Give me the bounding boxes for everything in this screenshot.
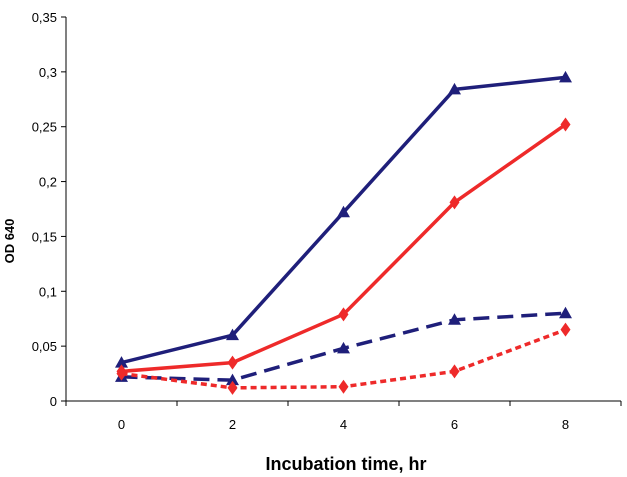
- data-point: [226, 328, 239, 341]
- series-line-2: [121, 123, 567, 374]
- y-tick-label: 0,15: [32, 229, 57, 244]
- x-tick-label: 8: [562, 417, 569, 432]
- data-point: [449, 364, 460, 379]
- data-point: [116, 366, 127, 381]
- y-tick-label: 0,35: [32, 10, 57, 25]
- data-point: [448, 313, 461, 325]
- series-line-4: [121, 328, 567, 390]
- y-tick-label: 0: [50, 394, 57, 409]
- data-point: [338, 379, 349, 394]
- data-point: [337, 205, 350, 218]
- y-tick-label: 0,3: [39, 65, 57, 80]
- x-axis-title: Incubation time, hr: [265, 454, 426, 474]
- x-tick-label: 2: [229, 417, 236, 432]
- data-point: [337, 341, 350, 354]
- x-tick-label: 4: [340, 417, 347, 432]
- series-layer: [115, 70, 572, 395]
- data-point: [559, 306, 572, 319]
- data-point: [227, 355, 238, 370]
- data-point: [227, 380, 238, 395]
- y-axis-title: OD 640: [2, 219, 17, 264]
- y-tick-label: 0,25: [32, 120, 57, 135]
- data-point: [448, 82, 461, 95]
- y-tick-label: 0,2: [39, 175, 57, 190]
- x-tick-label: 0: [118, 417, 125, 432]
- data-point: [560, 322, 571, 337]
- x-tick-label: 6: [451, 417, 458, 432]
- y-tick-label: 0,05: [32, 339, 57, 354]
- data-point: [115, 356, 128, 368]
- data-point: [226, 373, 239, 386]
- data-point: [559, 70, 572, 83]
- y-tick-label: 0,1: [39, 284, 57, 299]
- data-point: [338, 307, 349, 322]
- data-point: [560, 117, 571, 132]
- data-point: [449, 195, 460, 210]
- axes: 0 0,05 0,1 0,15 0,2 0,25 0,3 0,35 0 2 4 6 8: [32, 10, 622, 432]
